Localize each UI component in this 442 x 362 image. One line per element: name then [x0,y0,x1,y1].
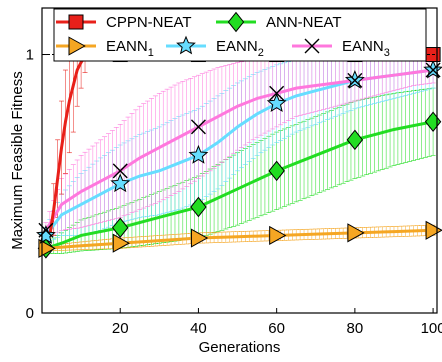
legend-label: EANN1 [106,38,154,59]
series-lines [44,53,434,250]
legend-swatch-marker [68,36,86,56]
legend-swatch-marker [176,35,196,55]
x-axis-title: Generations [199,339,281,356]
eann3-point [112,163,128,179]
legend-item-eann3: EANN3 [292,38,390,59]
eann2-markers [36,59,442,244]
x-tick-label: 100 [421,320,442,337]
x-tick-label: 80 [347,320,364,337]
legend-item-cppn-neat: CPPN-NEAT [56,14,192,31]
legend-swatch-marker [227,11,245,33]
ann-neat-line [45,120,434,250]
legend: CPPN-NEAT ANN-NEAT EANN1 EANN2 EANN3 [53,8,427,62]
legend-swatch-marker [304,38,320,54]
legend-item-eann1: EANN1 [56,36,154,59]
legend-item-ann-neat: ANN-NEAT [216,11,342,33]
ann-neat-point [268,160,285,182]
ann-neat-point [190,196,207,218]
eann3-line [44,68,434,232]
legend-item-eann2: EANN2 [166,35,264,59]
ann-neat-point [424,111,442,132]
eann3-point [269,85,285,101]
x-tick-label: 40 [190,320,207,337]
legend-label: EANN2 [216,38,264,59]
eann3-point [190,119,206,135]
eann1-point [112,233,130,253]
legend-label: CPPN-NEAT [106,14,192,31]
eann3-point [38,222,54,238]
ann-neat-point [346,129,364,151]
eann3-error-bars [43,56,436,239]
plot-frame [41,7,438,314]
x-tick-label: 20 [112,320,129,337]
eann1-markers [38,220,442,258]
eann1-point [269,225,287,246]
eann3-markers [38,62,441,238]
ann-neat-point [112,217,129,238]
x-tick-label: 60 [268,320,285,337]
eann2-point [188,144,209,164]
eann2-point [110,173,131,193]
axis-ticks: 20 40 60 80 100 0 1 [26,47,442,337]
eann1-point [347,223,365,243]
legend-label: ANN-NEAT [266,14,342,31]
eann3-point [347,72,363,88]
y-tick-label: 1 [26,47,34,64]
legend-label: EANN3 [342,38,390,59]
y-tick-label: 0 [26,305,34,322]
eann1-point [190,228,209,248]
eann3-point [425,62,441,78]
legend-swatch-marker [68,14,84,30]
y-axis-title: Maximum Feasible Fitness [9,71,26,249]
error-bars [43,33,436,254]
eann1-line [45,228,434,250]
eann1-point [425,220,442,240]
eann1-point [38,238,56,258]
